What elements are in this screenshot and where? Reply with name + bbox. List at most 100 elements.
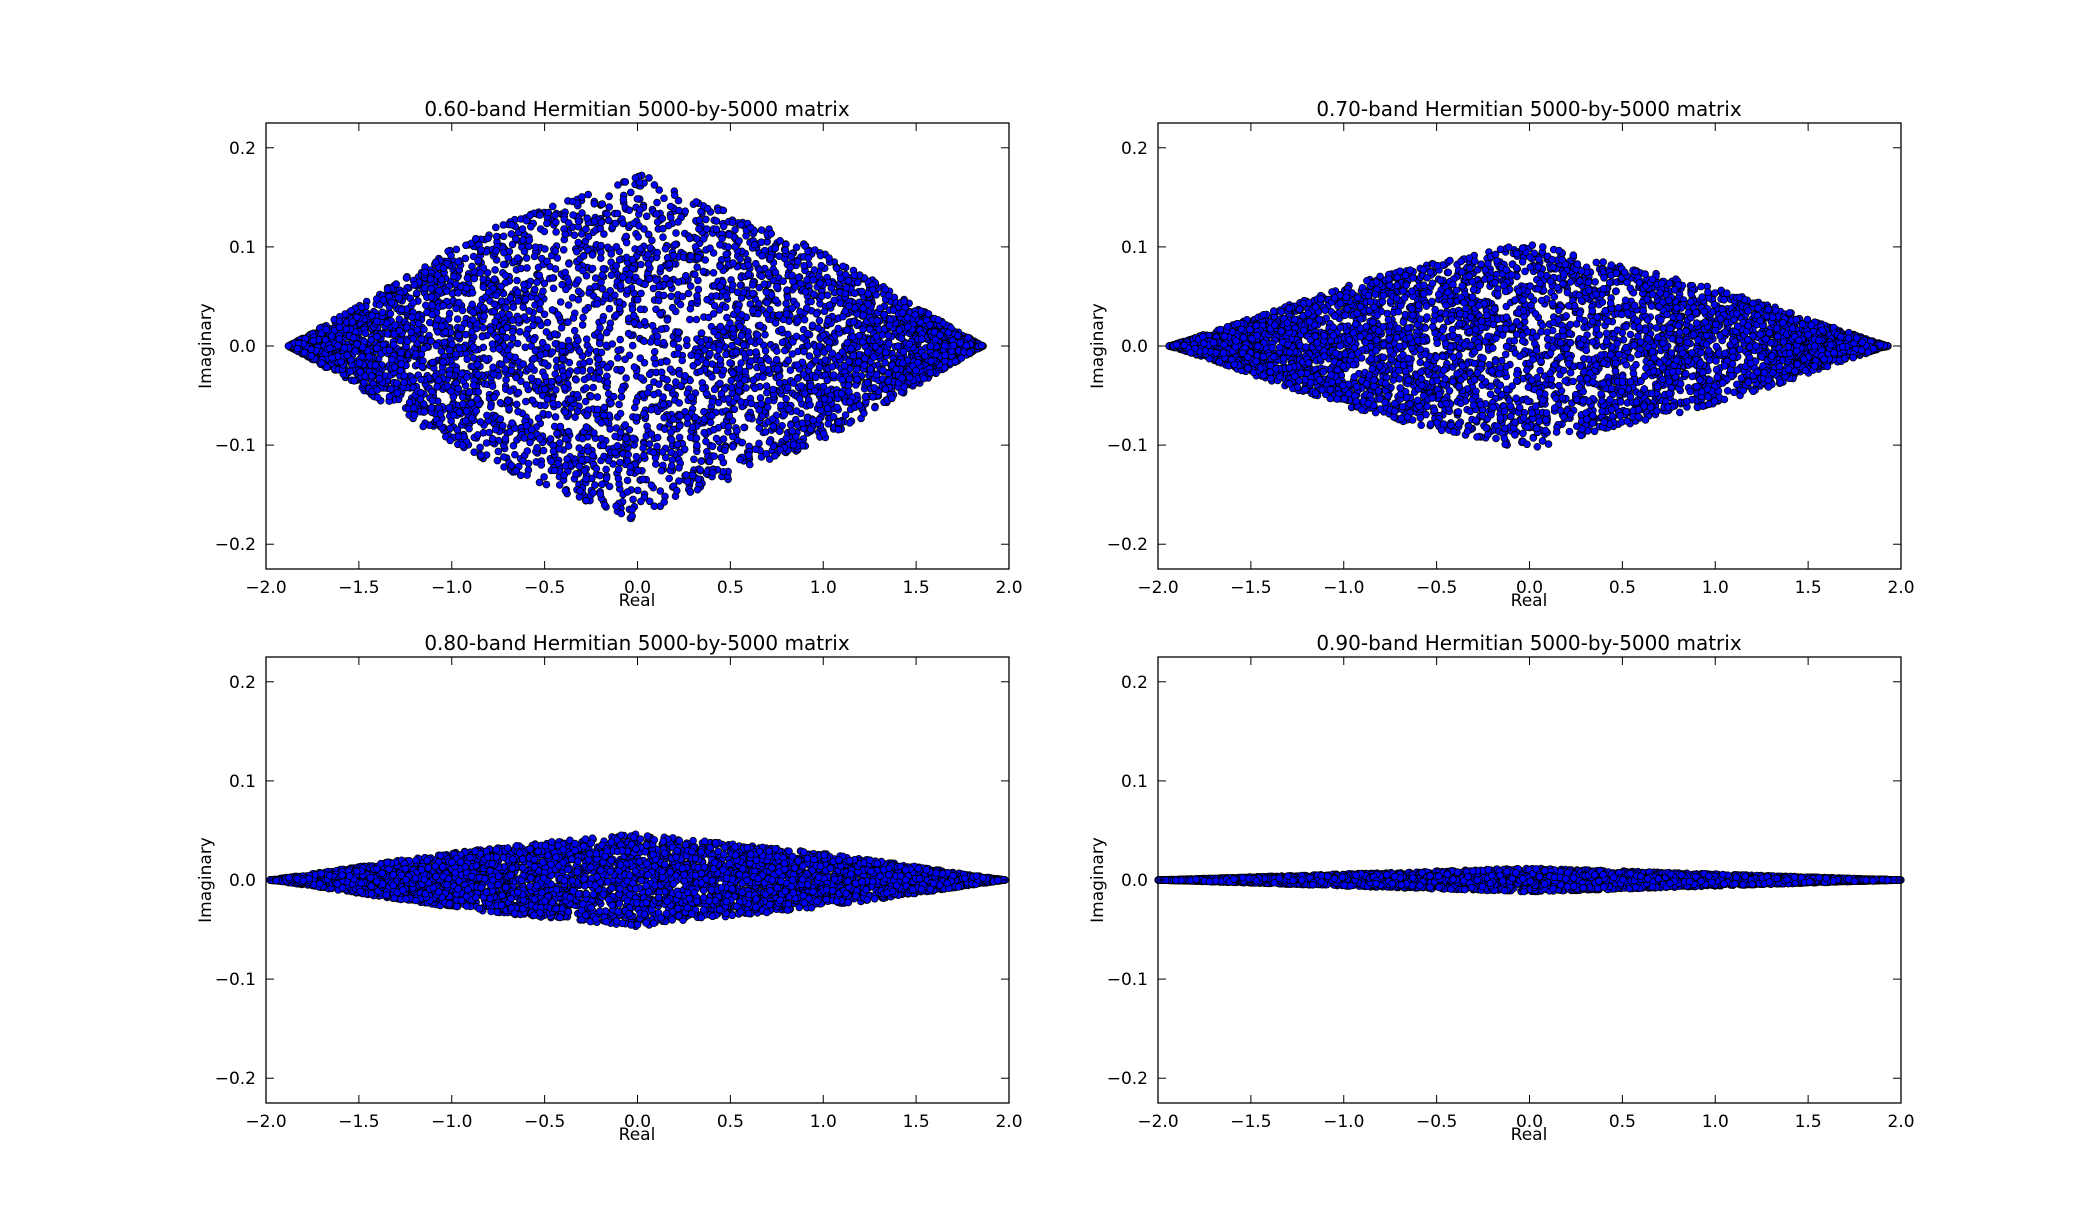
scatter-point [839,262,847,271]
scatter-point [582,475,590,483]
scatter-point [533,443,541,452]
scatter-point [685,315,694,324]
scatter-point [876,304,884,313]
scatter-point [508,334,517,343]
scatter-point [725,231,734,239]
scatter-point [523,447,532,455]
scatter-point [782,299,790,308]
scatter-point [521,397,530,406]
scatter-point [420,325,428,334]
scatter-point [608,340,617,348]
scatter-point [502,333,511,342]
scatter-point [346,367,355,376]
scatter-point [373,317,381,326]
scatter-point [409,298,418,307]
scatter-point [731,226,739,234]
scatter-point [522,330,531,339]
scatter-point [452,350,460,359]
scatter-point [811,373,820,382]
scatter-point [427,337,435,345]
scatter-point [626,188,635,197]
scatter-point [730,405,739,414]
scatter-point [788,350,797,358]
scatter-point [685,234,694,243]
scatter-point [556,298,565,306]
scatter-point [746,300,755,308]
scatter-point [544,208,553,217]
scatter-point [686,282,695,290]
scatter-point [762,388,771,397]
scatter-point [666,280,674,289]
scatter-point [615,304,624,313]
scatter-point [584,190,592,199]
scatter-point [725,411,734,420]
scatter-point [634,233,642,241]
scatter-point [623,476,632,485]
scatter-point [547,377,556,386]
scatter-point [505,351,514,360]
scatter-point [710,301,719,310]
scatter-point [825,301,834,309]
scatter-point [543,257,551,266]
scatter-point [698,384,707,393]
scatter-point [578,193,586,201]
scatter-point [623,488,632,496]
scatter-point [729,432,737,441]
scatter-point [550,466,559,475]
scatter-point [522,254,531,262]
scatter-point [663,316,672,324]
scatter-point [665,260,674,269]
scatter-point [395,315,404,323]
scatter-point [615,298,624,306]
scatter-point [864,289,872,298]
scatter-point [628,512,636,520]
scatter-point [845,357,853,366]
scatter-point [687,252,695,261]
scatter-point [490,393,499,402]
scatter-point [667,292,675,301]
scatter-point [824,316,832,325]
scatter-point [491,425,500,434]
scatter-point [564,427,573,436]
scatter-point [479,303,488,312]
scatter-point [420,407,429,416]
scatter-point [596,323,604,332]
scatter-point [898,374,906,382]
scatter-point [708,373,716,381]
scatter-point [527,374,536,383]
scatter-point [615,255,624,264]
scatter-point [788,304,797,312]
scatter-point [749,289,757,298]
scatter-point [844,381,853,390]
scatter-point [676,300,685,309]
scatter-point [728,442,737,451]
scatter-point [648,236,656,245]
scatter-point [762,382,771,390]
scatter-point [623,286,632,295]
scatter-point [824,419,833,428]
scatter-point [719,435,728,443]
scatter-point [418,362,426,371]
scatter-point [776,445,784,454]
scatter-point [853,375,861,384]
scatter-point [694,253,703,262]
scatter-point [335,335,344,343]
scatter-point [788,427,797,435]
scatter-point [622,434,630,443]
scatter-point [416,388,425,397]
scatter-point [769,385,777,394]
scatter-point [573,366,581,375]
scatter-point [905,373,914,382]
scatter-point [490,300,499,309]
scatter-point [900,297,908,306]
scatter-point [521,295,530,304]
scatter-point [439,264,448,273]
scatter-point [681,371,689,380]
scatter-point [482,439,491,447]
scatter-point [775,379,784,387]
scatter-point [433,271,442,279]
scatter-point [569,314,578,322]
scatter-point [574,276,582,284]
scatter-point [444,315,453,323]
scatter-point [834,418,843,427]
